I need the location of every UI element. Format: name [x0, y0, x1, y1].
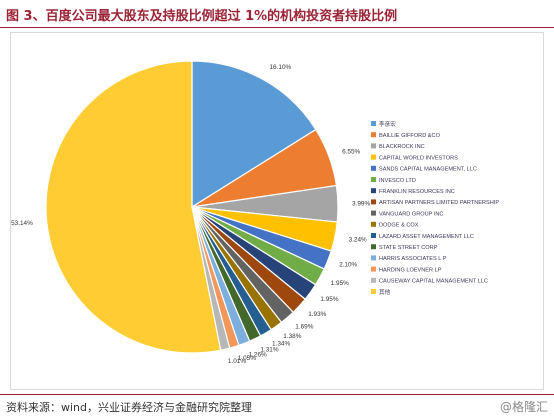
slice-percent-label: 3.99% [352, 201, 370, 208]
legend-entry: HARDING LOEVNER LP [379, 267, 442, 273]
slice-percent-label: 1.31% [260, 346, 278, 353]
legend-entry: VANGUARD GROUP INC [379, 211, 443, 217]
legend-entry: LAZARD ASSET MANAGEMENT LLC [379, 234, 474, 240]
slice-percent-label: 1.38% [283, 333, 301, 340]
legend-entry: SANDS CAPITAL MANAGEMENT, LLC [379, 167, 477, 173]
slice-percent-label: 53.14% [11, 220, 33, 227]
footer-bar: 资料来源：wind，兴业证券经济与金融研究院整理 @格隆汇 [0, 394, 554, 418]
legend-entry: CAPITAL WORLD INVESTORS [379, 155, 458, 161]
legend-entry: 其他 [379, 288, 391, 296]
legend-entry: STATE STREET CORP [379, 245, 438, 251]
figure-title: 图 3、百度公司最大股东及持股比例超过 1%的机构投资者持股比例 [6, 9, 398, 24]
legend-swatch [371, 255, 376, 261]
legend-swatch [371, 221, 376, 227]
source-note: 资料来源：wind，兴业证券经济与金融研究院整理 [6, 401, 253, 414]
slice-percent-label: 6.55% [342, 149, 360, 156]
legend-swatch [371, 154, 376, 160]
legend-swatch [371, 177, 376, 182]
legend-swatch [371, 277, 376, 283]
pie-chart: 16.10% 6.55% 3.99% 3.24% 2.10% 1.95% 1.95% 1.93… [11, 60, 499, 365]
legend-entry: HARRIS ASSOCIATES L P [379, 256, 447, 262]
legend-swatch [371, 188, 376, 194]
slice-percent-label: 1.26% [249, 352, 267, 359]
slice-percent-label: 3.24% [349, 237, 367, 244]
legend-entry: FRANKLIN RESOURCES INC [379, 189, 455, 195]
legend-entry: DODGE & COX [379, 223, 419, 229]
slice-percent-label: 1.95% [320, 296, 338, 303]
legend-swatch [371, 266, 376, 272]
legend-swatch [371, 143, 376, 149]
legend-swatch [371, 165, 376, 171]
slice-percent-label: 1.34% [272, 340, 290, 347]
chart-frame: 16.10% 6.55% 3.99% 3.24% 2.10% 1.95% 1.95% 1.93… [10, 32, 544, 390]
legend-swatch [371, 132, 376, 138]
title-bar: 图 3、百度公司最大股东及持股比例超过 1%的机构投资者持股比例 [0, 0, 554, 28]
slice-percent-label: 2.10% [339, 262, 357, 269]
legend-entry: BLACKROCK INC [379, 144, 425, 150]
pie-labels: 16.10% 6.55% 3.99% 3.24% 2.10% 1.95% 1.95% 1.93… [11, 64, 370, 365]
pie-slices [45, 60, 339, 354]
slice-percent-label: 16.10% [270, 64, 292, 71]
slice-percent-label: 1.05% [238, 355, 256, 362]
legend: 李彦宏 BAILLIE GIFFORD &CO BLACKROCK INC CAPIT… [371, 120, 499, 296]
legend-swatch [371, 244, 376, 250]
legend-entry: BAILLIE GIFFORD &CO [379, 133, 441, 139]
slice-percent-label: 1.95% [331, 280, 349, 287]
slice-percent-label: 1.69% [295, 324, 313, 331]
legend-swatch [371, 199, 376, 205]
slice-percent-label: 1.01% [228, 358, 246, 365]
legend-entry: CAUSEWAY CAPITAL MANAGEMENT LLC [379, 279, 488, 285]
legend-entry: INVESCO LTD [379, 178, 416, 184]
legend-swatch [371, 233, 376, 238]
legend-swatch [371, 289, 376, 294]
watermark: @格隆汇 [499, 400, 548, 414]
legend-entry: ARTISAN PARTNERS LIMITED PARTNERSHIP [379, 200, 499, 206]
slice-percent-label: 1.93% [308, 311, 326, 318]
pie-slice [45, 60, 222, 354]
legend-entry: 李彦宏 [379, 120, 396, 128]
legend-swatch [371, 210, 376, 216]
pie-slice [191, 60, 317, 209]
legend-swatch [371, 121, 376, 126]
